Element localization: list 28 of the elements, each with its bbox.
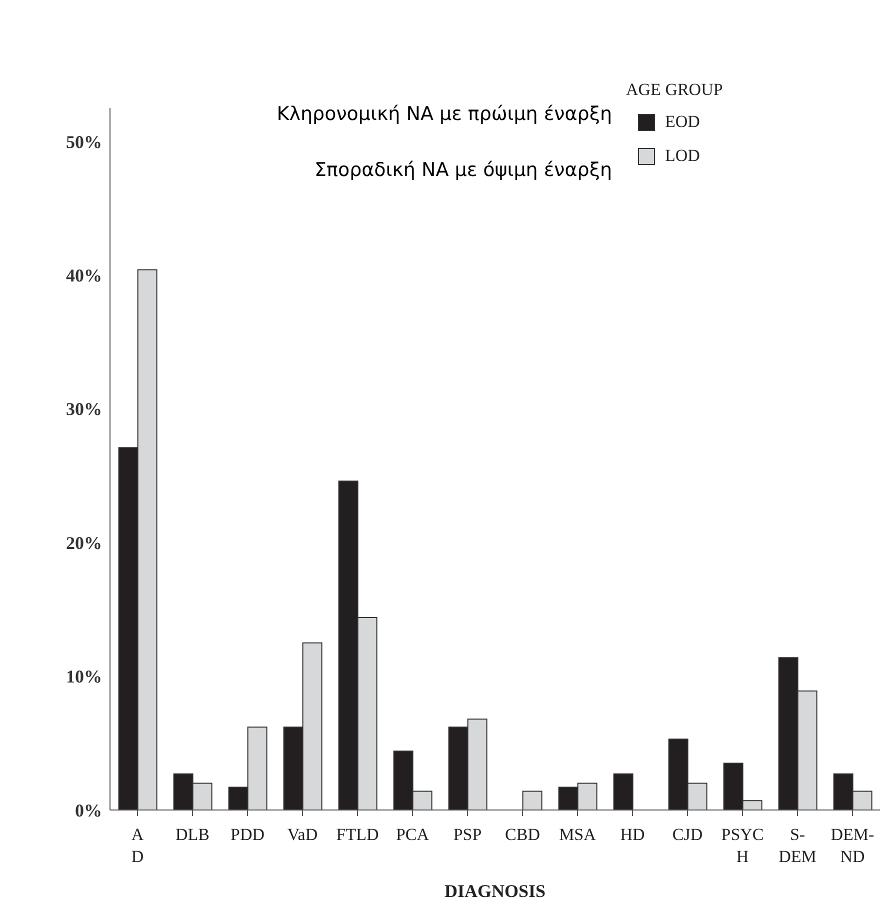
y-tick-label: 50% <box>66 132 102 152</box>
y-tick-label: 30% <box>66 399 102 420</box>
x-tick-label: CBD <box>505 825 540 844</box>
legend-label: LOD <box>665 146 700 166</box>
y-tick-label: 40% <box>66 266 102 286</box>
y-tick-label: 10% <box>66 666 102 687</box>
legend-title: AGE GROUP <box>626 80 724 100</box>
x-tick-label: VaD <box>287 825 318 844</box>
x-tick-label: S- DEM <box>778 825 816 866</box>
annotation: Σποραδική ΝΑ με όψιμη έναρξη <box>314 159 612 181</box>
x-tick-label: CJD <box>672 825 703 844</box>
x-tick-label: PCA <box>396 825 430 844</box>
x-tick-label: MSA <box>559 825 597 844</box>
x-tick-label: DLB <box>176 825 210 844</box>
x-tick-label: PDD <box>230 825 265 844</box>
y-tick-label: 20% <box>66 532 102 553</box>
x-tick-label: A D <box>131 825 144 866</box>
x-tick-label: PSP <box>453 825 482 844</box>
bar <box>522 790 542 810</box>
x-tick-label: FTLD <box>336 825 379 844</box>
x-tick-label: HD <box>620 825 645 844</box>
x-tick-label: DEM- ND <box>830 825 875 866</box>
bar <box>613 773 634 810</box>
legend-label: EOD <box>665 112 700 132</box>
y-tick-label: 0% <box>75 800 102 820</box>
x-tick-label: PSYC H <box>721 825 764 866</box>
x-axis-title: DIAGNOSIS <box>444 881 546 901</box>
annotation: Κληρονομική ΝΑ με πρώιμη έναρξη <box>276 103 612 125</box>
